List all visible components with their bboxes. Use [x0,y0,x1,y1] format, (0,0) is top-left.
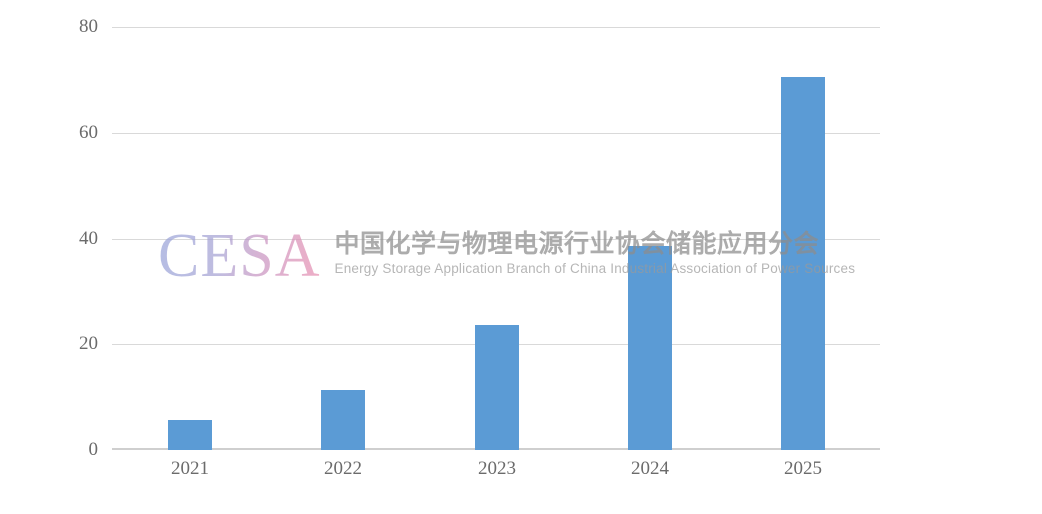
y-tick-label-40: 40 [79,227,98,249]
x-tick-label-2024: 2024 [631,458,669,479]
bar-2024 [628,246,672,450]
x-tick-label-2025: 2025 [784,458,822,479]
gridline-40 [112,238,880,240]
bar-2025 [781,77,825,450]
x-tick-label-2022: 2022 [324,458,362,479]
y-tick-label-60: 60 [79,121,98,143]
gridline-80 [112,27,880,28]
bar-2022 [321,390,365,450]
x-tick-label-2021: 2021 [171,458,209,479]
y-tick-label-80: 80 [79,16,98,37]
bar-2023 [475,325,519,450]
gridline-60 [112,132,880,134]
x-tick-label-2023: 2023 [478,458,516,479]
y-tick-label-20: 20 [79,333,98,355]
plot-area [112,27,880,450]
y-axis: 80 60 40 20 0 [46,16,98,460]
y-tick-label-0: 0 [88,439,99,460]
bar-2021 [168,419,212,450]
x-axis: 2021 2022 2023 2024 2025 [112,458,880,492]
